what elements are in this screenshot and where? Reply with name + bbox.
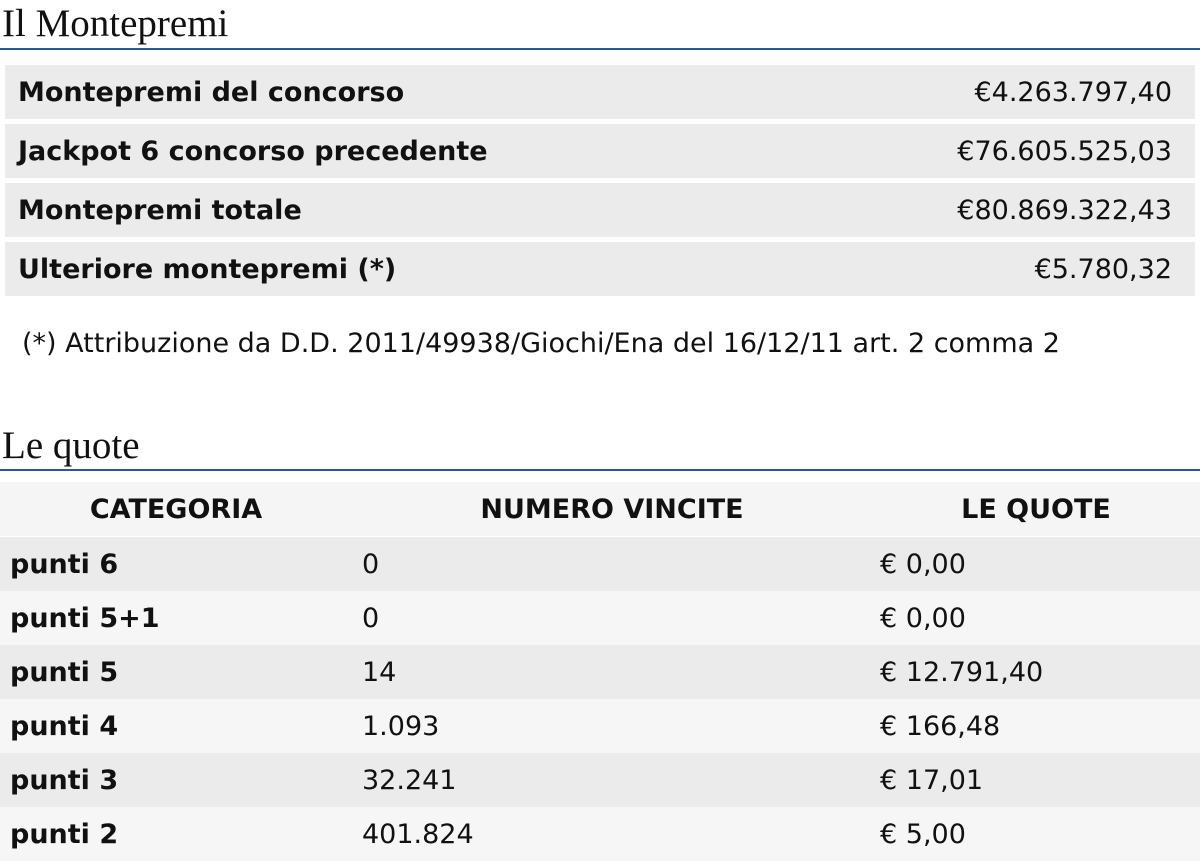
cell: 401.824 xyxy=(362,819,474,850)
table-row: Jackpot 6 concorso precedente €76.605.525… xyxy=(5,124,1195,178)
table-row: Montepremi totale €80.869.322,43 xyxy=(5,183,1195,237)
cell: punti 3 xyxy=(10,765,119,796)
cell: 0 xyxy=(362,549,380,580)
cell: € 166,48 xyxy=(880,711,1001,742)
row-label: Montepremi totale xyxy=(18,195,302,226)
cell: € 0,00 xyxy=(880,603,966,634)
table-row: punti 5 14 € 12.791,40 xyxy=(0,645,1200,699)
row-value: €76.605.525,03 xyxy=(957,136,1172,167)
cell: € 0,00 xyxy=(880,549,966,580)
row-label: Montepremi del concorso xyxy=(18,77,405,108)
cell: 1.093 xyxy=(362,711,440,742)
column-header: LE QUOTE xyxy=(961,494,1111,525)
column-header: NUMERO VINCITE xyxy=(480,494,744,525)
row-label: Jackpot 6 concorso precedente xyxy=(18,136,488,167)
title-rule xyxy=(0,469,1200,471)
cell: 14 xyxy=(362,657,397,688)
cell: punti 5+1 xyxy=(10,603,160,634)
cell: 32.241 xyxy=(362,765,457,796)
table-row: Montepremi del concorso €4.263.797,40 xyxy=(5,65,1195,119)
table-row: punti 5+1 0 € 0,00 xyxy=(0,591,1200,645)
row-value: €5.780,32 xyxy=(1034,254,1172,285)
table-row: punti 4 1.093 € 166,48 xyxy=(0,699,1200,753)
table-row: Ulteriore montepremi (*) €5.780,32 xyxy=(5,242,1195,296)
section-title: Le quote xyxy=(2,424,140,467)
cell: punti 2 xyxy=(10,819,119,850)
row-label: Ulteriore montepremi (*) xyxy=(18,254,397,285)
cell: 0 xyxy=(362,603,380,634)
cell: € 12.791,40 xyxy=(880,657,1044,688)
row-value: €80.869.322,43 xyxy=(957,195,1172,226)
row-value: €4.263.797,40 xyxy=(974,77,1172,108)
section-title: Il Montepremi xyxy=(2,2,229,45)
cell: punti 6 xyxy=(10,549,119,580)
table-row: punti 2 401.824 € 5,00 xyxy=(0,807,1200,861)
table-row: punti 3 32.241 € 17,01 xyxy=(0,753,1200,807)
cell: € 17,01 xyxy=(880,765,984,796)
header-row: CATEGORIA NUMERO VINCITE LE QUOTE xyxy=(0,482,1200,536)
title-rule xyxy=(0,48,1200,50)
footnote: (*) Attribuzione da D.D. 2011/49938/Gioc… xyxy=(22,328,1060,359)
column-header: CATEGORIA xyxy=(89,494,263,525)
cell: punti 5 xyxy=(10,657,119,688)
cell: punti 4 xyxy=(10,711,119,742)
cell: € 5,00 xyxy=(880,819,966,850)
table-row: punti 6 0 € 0,00 xyxy=(0,537,1200,591)
